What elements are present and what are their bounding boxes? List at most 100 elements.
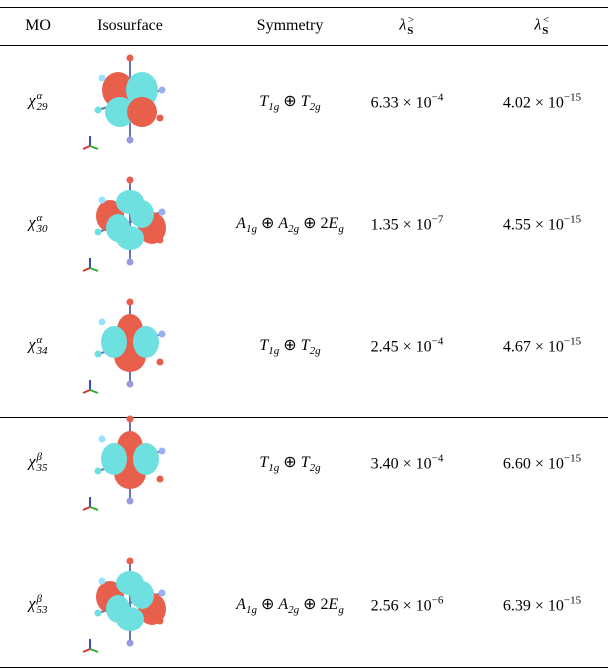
superscript: α xyxy=(36,212,43,224)
text-segment: χ xyxy=(28,92,36,110)
subscript: 29 xyxy=(36,101,48,113)
atom xyxy=(98,74,106,82)
text-segment: T xyxy=(300,93,310,110)
lambda-lt-cell: 4.02 × 10−15 xyxy=(503,92,581,113)
subscript: 1g xyxy=(268,345,280,357)
isosurface xyxy=(82,415,166,511)
script-stack: α 29 xyxy=(37,91,48,113)
axis-x xyxy=(82,267,91,272)
atom xyxy=(94,350,102,358)
text-segment: A xyxy=(236,215,246,232)
mo-cell: χ α 29 xyxy=(28,91,47,113)
subscript: g xyxy=(338,604,344,616)
top-rule xyxy=(0,7,608,8)
subscript: 2g xyxy=(309,345,321,357)
axis-y xyxy=(89,389,99,394)
header-rule xyxy=(0,45,608,46)
superscript: −15 xyxy=(563,594,582,607)
atom xyxy=(98,196,106,204)
mo-cell: χ β 53 xyxy=(28,594,47,616)
axis-y xyxy=(89,267,99,272)
header-cell: λ > S xyxy=(399,15,414,37)
atom xyxy=(94,106,102,114)
subscript: 30 xyxy=(36,223,48,235)
superscript: −7 xyxy=(431,213,444,226)
header-cell: Symmetry xyxy=(257,17,324,35)
lambda-gt-cell: 1.35 × 10−7 xyxy=(371,214,444,235)
lambda-lt-cell: 6.60 × 10−15 xyxy=(503,453,581,474)
lambda-lt-cell: 4.67 × 10−15 xyxy=(503,336,581,357)
subscript: 1g xyxy=(245,604,257,616)
text-segment: T xyxy=(259,337,269,354)
lobe xyxy=(130,581,154,609)
atom xyxy=(158,330,166,338)
mo-cell: χ α 30 xyxy=(28,213,47,235)
isosurface xyxy=(82,298,166,394)
subscript: 1g xyxy=(268,101,280,113)
lambda-gt-cell: 2.45 × 10−4 xyxy=(371,336,444,357)
isosurface xyxy=(82,54,166,150)
mid-rule xyxy=(0,417,608,418)
text-segment: ⊕ xyxy=(279,454,301,471)
isosurface xyxy=(82,557,166,653)
atom xyxy=(94,228,102,236)
superscript: −4 xyxy=(431,91,444,104)
superscript: > xyxy=(407,14,415,26)
atom xyxy=(94,467,102,475)
lobe xyxy=(130,200,154,228)
atom xyxy=(158,208,166,216)
superscript: −15 xyxy=(563,213,582,226)
text-segment: A xyxy=(236,596,246,613)
superscript: −15 xyxy=(563,452,582,465)
text-segment: χ xyxy=(28,214,36,232)
atom xyxy=(156,114,164,122)
atom xyxy=(126,258,134,266)
atom xyxy=(98,577,106,585)
atom xyxy=(126,298,134,306)
header-cell: MO xyxy=(25,17,51,35)
script-stack: β 35 xyxy=(37,452,48,474)
lambda-lt-cell: 4.55 × 10−15 xyxy=(503,214,581,235)
isosurface xyxy=(82,176,166,272)
text-segment: ⊕ xyxy=(256,596,279,613)
lambda-gt-cell: 6.33 × 10−4 xyxy=(371,92,444,113)
lobe xyxy=(126,72,158,108)
text-segment: Isosurface xyxy=(97,17,163,34)
text-segment: T xyxy=(300,454,310,471)
mo-cell: χ α 34 xyxy=(28,335,47,357)
atom xyxy=(156,358,164,366)
axis-x xyxy=(82,648,91,653)
subscript: 2g xyxy=(309,462,321,474)
symmetry-cell: T1g ⊕ T2g xyxy=(259,452,320,474)
text-segment: ⊕ 2 xyxy=(299,596,329,613)
text-segment: λ xyxy=(399,16,407,34)
axis-x xyxy=(82,506,91,511)
text-segment: 1.35 × 10 xyxy=(370,216,432,234)
superscript: −15 xyxy=(563,91,582,104)
subscript: 2g xyxy=(288,223,300,235)
atom xyxy=(126,136,134,144)
text-segment: ⊕ xyxy=(279,337,301,354)
text-segment: Symmetry xyxy=(256,17,324,34)
atom xyxy=(126,497,134,505)
lambda-gt-cell: 3.40 × 10−4 xyxy=(371,453,444,474)
text-segment: 2.45 × 10 xyxy=(370,338,432,356)
subscript: 2g xyxy=(309,101,321,113)
superscript: < xyxy=(542,14,550,26)
text-segment: A xyxy=(278,215,289,232)
subscript: 1g xyxy=(268,462,280,474)
lobe xyxy=(133,326,159,358)
subscript: 2g xyxy=(288,604,300,616)
atom xyxy=(158,86,166,94)
text-segment: E xyxy=(328,215,339,232)
text-segment: A xyxy=(278,596,289,613)
header-cell: λ < S xyxy=(534,15,549,37)
subscript: S xyxy=(542,25,549,37)
superscript: −6 xyxy=(431,594,444,607)
header-cell: Isosurface xyxy=(97,17,163,35)
text-segment: 6.39 × 10 xyxy=(502,597,564,615)
superscript: α xyxy=(36,334,43,346)
superscript: −4 xyxy=(431,452,444,465)
atom xyxy=(158,447,166,455)
